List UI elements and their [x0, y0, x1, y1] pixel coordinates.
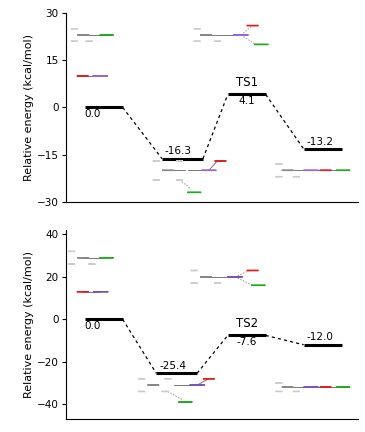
- Y-axis label: Relative energy (kcal/mol): Relative energy (kcal/mol): [24, 34, 34, 181]
- Text: -12.0: -12.0: [307, 333, 334, 343]
- Text: -13.2: -13.2: [307, 137, 334, 147]
- Text: TS2: TS2: [236, 317, 258, 330]
- Text: 0.0: 0.0: [85, 109, 101, 119]
- Text: -16.3: -16.3: [165, 146, 192, 156]
- Y-axis label: Relative energy (kcal/mol): Relative energy (kcal/mol): [24, 251, 34, 398]
- Text: 4.1: 4.1: [238, 96, 255, 106]
- Text: 0.0: 0.0: [85, 321, 101, 331]
- Text: -7.6: -7.6: [237, 337, 257, 347]
- Text: TS1: TS1: [236, 76, 258, 89]
- Text: -25.4: -25.4: [159, 361, 186, 371]
